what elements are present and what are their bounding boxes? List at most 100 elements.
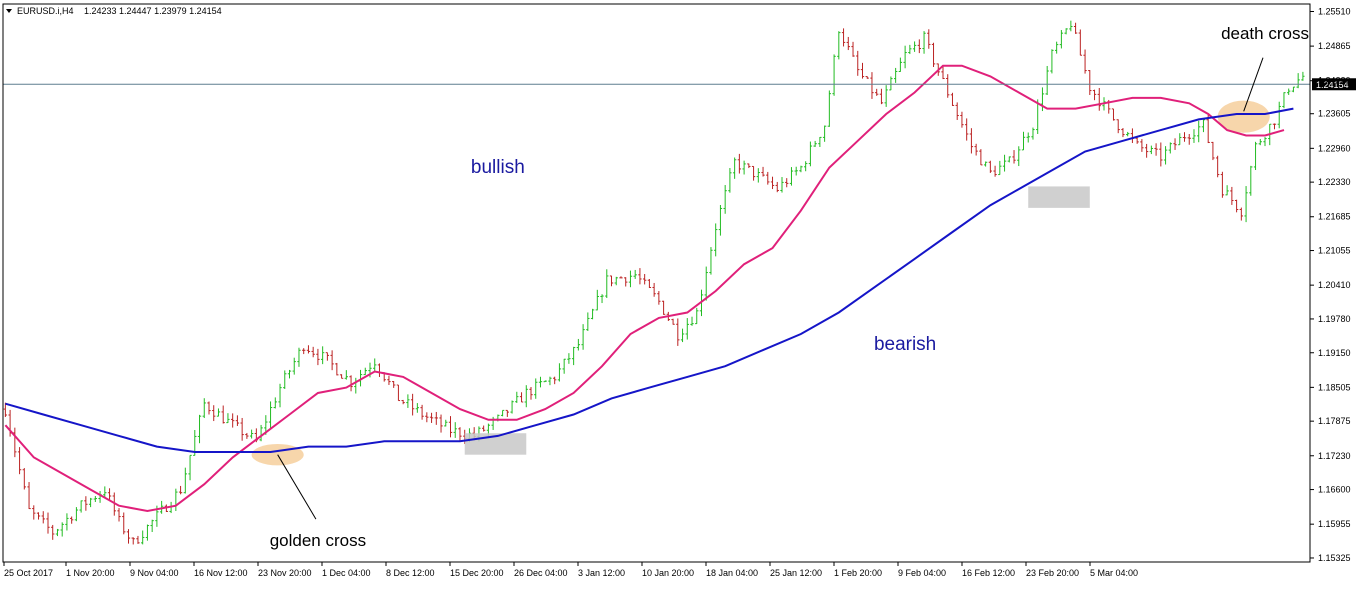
y-tick-label: 1.24220 (1318, 76, 1351, 86)
candle (605, 269, 609, 298)
y-tick: 1.16600 (1310, 485, 1351, 495)
candle (1097, 87, 1101, 111)
candle (1263, 137, 1267, 147)
candle (249, 429, 254, 439)
candle (273, 397, 277, 409)
x-tick-label: 25 Jan 12:00 (770, 568, 822, 578)
candle (1201, 119, 1206, 133)
x-tick-label: 16 Feb 12:00 (962, 568, 1015, 578)
candle (60, 522, 64, 537)
candle (221, 405, 225, 424)
candle (732, 157, 737, 179)
candle (595, 289, 599, 311)
candle (922, 31, 926, 54)
x-tick: 8 Dec 12:00 (385, 562, 435, 578)
annotation-layer: bullish bearish golden cross death cross (270, 24, 1309, 550)
y-tick: 1.17875 (1310, 416, 1351, 426)
candle (1154, 143, 1158, 156)
candle (410, 393, 415, 416)
candle (1239, 207, 1243, 221)
candle (448, 416, 453, 438)
candle (197, 414, 202, 444)
y-tick-label: 1.17230 (1318, 451, 1351, 461)
candle (1216, 155, 1220, 178)
candle (22, 468, 26, 490)
candle (804, 161, 808, 172)
candle (770, 176, 775, 190)
candle (931, 42, 936, 68)
y-tick: 1.19780 (1310, 314, 1351, 324)
candle (567, 353, 571, 364)
candle (875, 88, 879, 96)
candle (808, 141, 813, 167)
candle (1182, 132, 1187, 142)
candle (1173, 138, 1177, 150)
candle (747, 163, 751, 169)
candle (131, 537, 135, 545)
candle (1073, 22, 1078, 34)
candle (17, 447, 22, 475)
candle (339, 374, 344, 379)
candle (832, 54, 836, 96)
x-tick-label: 18 Jan 04:00 (706, 568, 758, 578)
candle (946, 74, 950, 98)
candle (775, 181, 779, 193)
y-tick-label: 1.15955 (1318, 519, 1351, 529)
candle (704, 266, 708, 301)
candle (216, 408, 221, 417)
candle (320, 346, 325, 365)
y-tick-label: 1.20410 (1318, 280, 1351, 290)
candle (827, 90, 832, 127)
candle (638, 268, 642, 285)
candle (1021, 131, 1026, 151)
candle (1211, 141, 1215, 161)
fast-moving-average-line (4, 64, 1285, 513)
candle (647, 279, 652, 288)
x-tick: 23 Nov 20:00 (257, 562, 312, 578)
candle (974, 143, 978, 156)
candle (245, 432, 249, 439)
x-tick-label: 3 Jan 12:00 (578, 568, 625, 578)
x-tick-label: 15 Dec 20:00 (450, 568, 504, 578)
candle (600, 294, 604, 304)
candle (183, 467, 187, 494)
x-tick-label: 25 Oct 2017 (4, 568, 53, 578)
axis-layer: 1.25510 1.24865 1.24220 1.23605 1.22960 1.223… (2, 3, 1351, 578)
y-tick-label: 1.19150 (1318, 348, 1351, 358)
candle (955, 102, 959, 120)
candle (387, 375, 391, 385)
y-tick-label: 1.16600 (1318, 485, 1351, 495)
candle (231, 413, 235, 428)
candle (761, 166, 765, 177)
candle (624, 277, 628, 287)
x-tick: 5 Mar 04:00 (1089, 562, 1138, 578)
candle (141, 530, 145, 545)
y-tick: 1.18505 (1310, 382, 1351, 392)
candle (870, 72, 874, 99)
annotation-golden-cross: golden cross (270, 531, 366, 550)
y-tick: 1.15325 (1310, 553, 1351, 563)
x-tick: 1 Dec 04:00 (321, 562, 371, 578)
candle (373, 358, 377, 372)
x-tick-label: 8 Dec 12:00 (386, 568, 435, 578)
candle (1069, 20, 1073, 32)
candle (927, 29, 931, 49)
candle (576, 338, 581, 351)
candle (510, 400, 514, 414)
y-tick: 1.20410 (1310, 280, 1351, 290)
y-tick-label: 1.25510 (1318, 7, 1351, 17)
candle (145, 524, 150, 541)
candle (941, 66, 945, 80)
candle (27, 482, 31, 510)
y-tick-label: 1.21055 (1318, 246, 1351, 256)
candle (562, 358, 566, 374)
y-tick-label: 1.22960 (1318, 143, 1351, 153)
candle (1178, 133, 1182, 146)
candle (1111, 108, 1116, 121)
candle (117, 508, 121, 522)
dropdown-triangle-icon[interactable] (6, 9, 12, 13)
x-tick: 9 Feb 04:00 (897, 562, 946, 578)
candle (1197, 120, 1201, 143)
annotation-bullish: bullish (471, 157, 525, 178)
